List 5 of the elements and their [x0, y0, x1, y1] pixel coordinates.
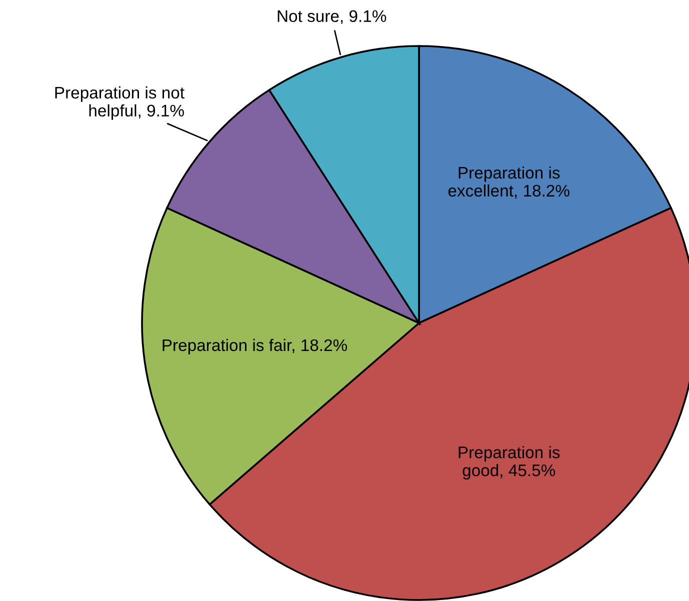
slice-label: Preparation is good, 45.5%: [458, 446, 560, 480]
slice-label: Preparation is not helpful, 9.1%: [55, 86, 184, 120]
slice-label: Not sure, 9.1%: [278, 10, 386, 24]
slice-label: Preparation is fair, 18.2%: [162, 338, 348, 354]
slice-label: Preparation is excellent, 18.2%: [448, 166, 570, 199]
